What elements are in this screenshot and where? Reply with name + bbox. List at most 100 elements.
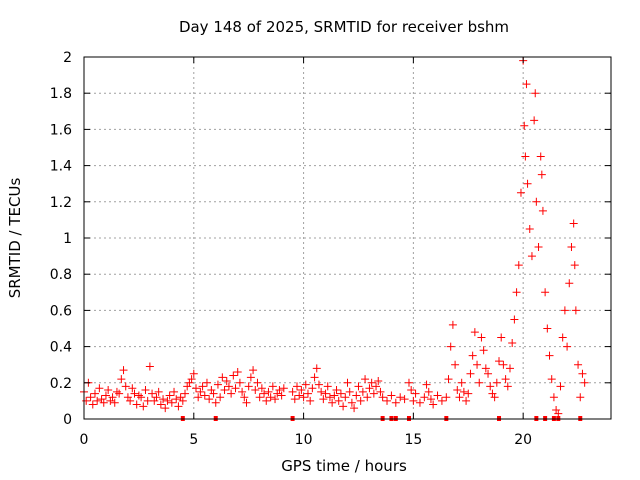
data-point — [288, 387, 297, 396]
data-point — [312, 364, 321, 373]
data-point — [191, 384, 200, 393]
data-point — [523, 179, 532, 188]
data-point — [525, 224, 534, 233]
data-point — [161, 404, 170, 413]
data-point — [174, 402, 183, 411]
data-point — [354, 382, 363, 391]
data-point — [262, 396, 271, 405]
data-point — [422, 380, 431, 389]
data-point — [358, 387, 367, 396]
data-point — [484, 369, 493, 378]
data-point — [220, 386, 229, 395]
data-point — [301, 380, 310, 389]
data-point — [448, 320, 457, 329]
data-point — [115, 389, 124, 398]
data-point — [88, 400, 97, 409]
data-point — [277, 391, 286, 400]
data-point — [545, 351, 554, 360]
data-point — [429, 400, 438, 409]
data-point — [321, 389, 330, 398]
data-point — [165, 391, 174, 400]
data-point — [343, 378, 352, 387]
data-point — [244, 382, 253, 391]
data-point — [481, 364, 490, 373]
data-point — [314, 380, 323, 389]
data-point — [181, 389, 190, 398]
data-point — [145, 362, 154, 371]
data-point — [99, 398, 108, 407]
data-point — [209, 389, 218, 398]
data-point — [330, 391, 339, 400]
data-point — [255, 393, 264, 402]
data-point — [486, 382, 495, 391]
data-point — [227, 389, 236, 398]
data-point — [453, 386, 462, 395]
data-point — [303, 389, 312, 398]
data-point — [128, 384, 137, 393]
data-point — [119, 366, 128, 375]
data-point — [319, 395, 328, 404]
data-point — [363, 393, 372, 402]
data-point — [235, 378, 244, 387]
data-point — [466, 369, 475, 378]
data-point — [336, 389, 345, 398]
data-point — [156, 400, 165, 409]
data-point — [167, 398, 176, 407]
data-point — [457, 378, 466, 387]
data-point — [446, 342, 455, 351]
data-point — [224, 382, 233, 391]
data-point — [271, 395, 280, 404]
data-point — [576, 393, 585, 402]
y-tick-label: 1.4 — [50, 159, 72, 175]
data-point — [508, 338, 517, 347]
data-point — [530, 116, 539, 125]
data-point — [297, 386, 306, 395]
data-point — [187, 375, 196, 384]
data-point — [565, 279, 574, 288]
x-tick-label: 5 — [189, 432, 198, 448]
y-tick-label: 0.2 — [50, 376, 72, 392]
data-point — [407, 386, 416, 395]
data-point — [202, 378, 211, 387]
data-point — [211, 398, 220, 407]
data-point — [163, 396, 172, 405]
data-point — [537, 170, 546, 179]
data-point — [520, 121, 529, 130]
y-tick-label: 1.6 — [50, 122, 72, 138]
data-point — [459, 387, 468, 396]
data-point — [468, 351, 477, 360]
data-point — [532, 197, 541, 206]
data-point — [415, 398, 424, 407]
data-point — [290, 395, 299, 404]
data-point — [268, 382, 277, 391]
data-point — [216, 393, 225, 402]
data-point — [444, 375, 453, 384]
data-point — [148, 389, 157, 398]
x-tick-label: 20 — [514, 432, 532, 448]
chart-title: Day 148 of 2025, SRMTID for receiver bsh… — [179, 18, 509, 36]
data-point — [93, 396, 102, 405]
data-point — [387, 391, 396, 400]
data-point — [130, 389, 139, 398]
data-point — [560, 306, 569, 315]
data-point — [374, 376, 383, 385]
data-point — [536, 152, 545, 161]
data-point — [569, 219, 578, 228]
x-tick-label: 10 — [295, 432, 313, 448]
y-tick-label: 1.2 — [50, 195, 72, 211]
y-tick-label: 1.8 — [50, 86, 72, 102]
data-point — [365, 384, 374, 393]
data-point — [345, 387, 354, 396]
data-point — [475, 378, 484, 387]
data-point — [172, 395, 181, 404]
data-point — [437, 396, 446, 405]
data-point — [547, 375, 556, 384]
data-point — [332, 386, 341, 395]
data-point — [514, 261, 523, 270]
data-point — [510, 315, 519, 324]
data-point — [200, 391, 209, 400]
y-tick-label: 0.8 — [50, 267, 72, 283]
y-tick-label: 1 — [63, 231, 72, 247]
data-point — [549, 393, 558, 402]
data-point — [558, 333, 567, 342]
